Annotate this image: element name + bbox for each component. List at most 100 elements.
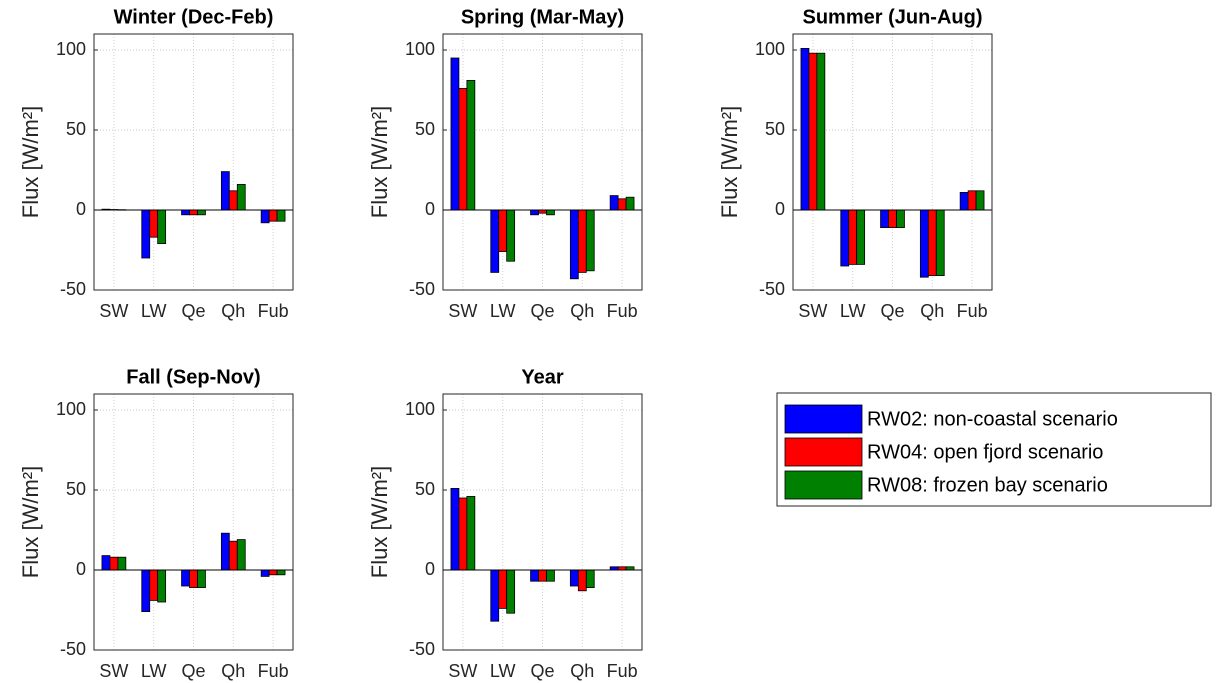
y-axis-label: Flux [W/m²] <box>717 106 742 218</box>
y-tick-label: 100 <box>405 399 435 419</box>
x-tick-label: Fub <box>607 661 638 681</box>
y-tick-label: 100 <box>56 39 86 59</box>
y-tick-label: 50 <box>66 479 86 499</box>
y-tick-label: 50 <box>66 119 86 139</box>
legend-label: RW04: open fjord scenario <box>867 441 1103 463</box>
x-tick-label: LW <box>490 661 516 681</box>
bar <box>260 209 270 224</box>
bar <box>967 190 977 211</box>
y-tick-label: 0 <box>775 199 785 219</box>
bar <box>959 191 969 211</box>
bar <box>927 209 937 276</box>
x-tick-label: SW <box>448 661 477 681</box>
bar <box>458 497 468 571</box>
y-tick-label: 100 <box>56 399 86 419</box>
bar <box>181 569 190 587</box>
bar <box>220 532 230 571</box>
bar <box>585 209 595 272</box>
chart-title: Summer (Jun-Aug) <box>803 6 983 28</box>
x-tick-label: SW <box>798 301 827 321</box>
bar <box>276 569 286 576</box>
bar <box>569 569 579 587</box>
bar <box>617 198 627 211</box>
bar <box>625 196 635 211</box>
bar <box>498 209 508 252</box>
chart-title: Year <box>521 366 563 388</box>
legend-swatch <box>784 470 863 500</box>
axes-box <box>93 393 294 651</box>
bar <box>856 209 866 265</box>
y-tick-label: 100 <box>755 39 785 59</box>
bar <box>577 569 587 592</box>
bar <box>236 183 246 211</box>
chart-title: Winter (Dec-Feb) <box>114 6 274 28</box>
y-tick-label: 0 <box>76 559 86 579</box>
y-tick-label: -50 <box>409 279 435 299</box>
bar <box>609 195 619 211</box>
bar <box>458 88 468 211</box>
y-tick-label: -50 <box>60 279 86 299</box>
bar <box>220 171 230 211</box>
bar <box>466 80 476 211</box>
bar <box>975 190 985 211</box>
x-tick-label: Qe <box>181 301 205 321</box>
y-tick-label: 0 <box>425 199 435 219</box>
bar <box>260 569 270 577</box>
y-tick-label: 0 <box>76 199 86 219</box>
bar <box>546 209 555 216</box>
bar <box>530 209 539 216</box>
legend-label: RW02: non-coastal scenario <box>867 408 1118 430</box>
bar <box>276 209 286 222</box>
axes-box <box>792 33 993 291</box>
bar <box>569 209 579 280</box>
bar <box>577 209 587 273</box>
y-tick-label: 100 <box>405 39 435 59</box>
bar <box>888 209 897 229</box>
y-tick-label: 50 <box>765 119 785 139</box>
bar <box>157 209 167 244</box>
x-tick-label: LW <box>840 301 866 321</box>
y-axis-label: Flux [W/m²] <box>18 466 43 578</box>
bar <box>141 569 151 612</box>
bar <box>840 209 850 267</box>
legend-label: RW08: frozen bay scenario <box>867 474 1108 496</box>
x-tick-label: LW <box>490 301 516 321</box>
bar <box>236 539 246 571</box>
bar <box>800 48 810 211</box>
x-tick-label: SW <box>99 301 128 321</box>
x-tick-label: Qe <box>530 301 554 321</box>
axes-box <box>93 33 294 291</box>
bar <box>181 209 190 216</box>
bar <box>816 52 826 211</box>
bar <box>490 569 500 622</box>
bar <box>268 569 278 576</box>
bar <box>530 569 539 582</box>
bar <box>880 209 889 229</box>
bar <box>109 556 119 571</box>
x-tick-label: Fub <box>957 301 988 321</box>
bar <box>896 209 905 229</box>
y-tick-label: 0 <box>425 559 435 579</box>
x-tick-label: LW <box>141 301 167 321</box>
x-tick-label: Qe <box>530 661 554 681</box>
bar <box>189 209 198 216</box>
x-tick-label: SW <box>448 301 477 321</box>
x-tick-label: Fub <box>258 301 289 321</box>
bar <box>149 209 159 238</box>
bar <box>101 555 111 571</box>
x-tick-label: Qh <box>570 301 594 321</box>
bar <box>149 569 159 601</box>
bar <box>228 190 238 211</box>
bar <box>197 569 206 589</box>
y-axis-label: Flux [W/m²] <box>367 466 392 578</box>
legend-swatch <box>784 404 863 434</box>
y-tick-label: 50 <box>415 479 435 499</box>
y-axis-label: Flux [W/m²] <box>367 106 392 218</box>
y-tick-label: -50 <box>409 639 435 659</box>
chart-title: Fall (Sep-Nov) <box>126 366 260 388</box>
x-tick-label: Qh <box>920 301 944 321</box>
bar <box>141 209 151 259</box>
x-tick-label: Qh <box>221 661 245 681</box>
x-tick-label: Fub <box>607 301 638 321</box>
